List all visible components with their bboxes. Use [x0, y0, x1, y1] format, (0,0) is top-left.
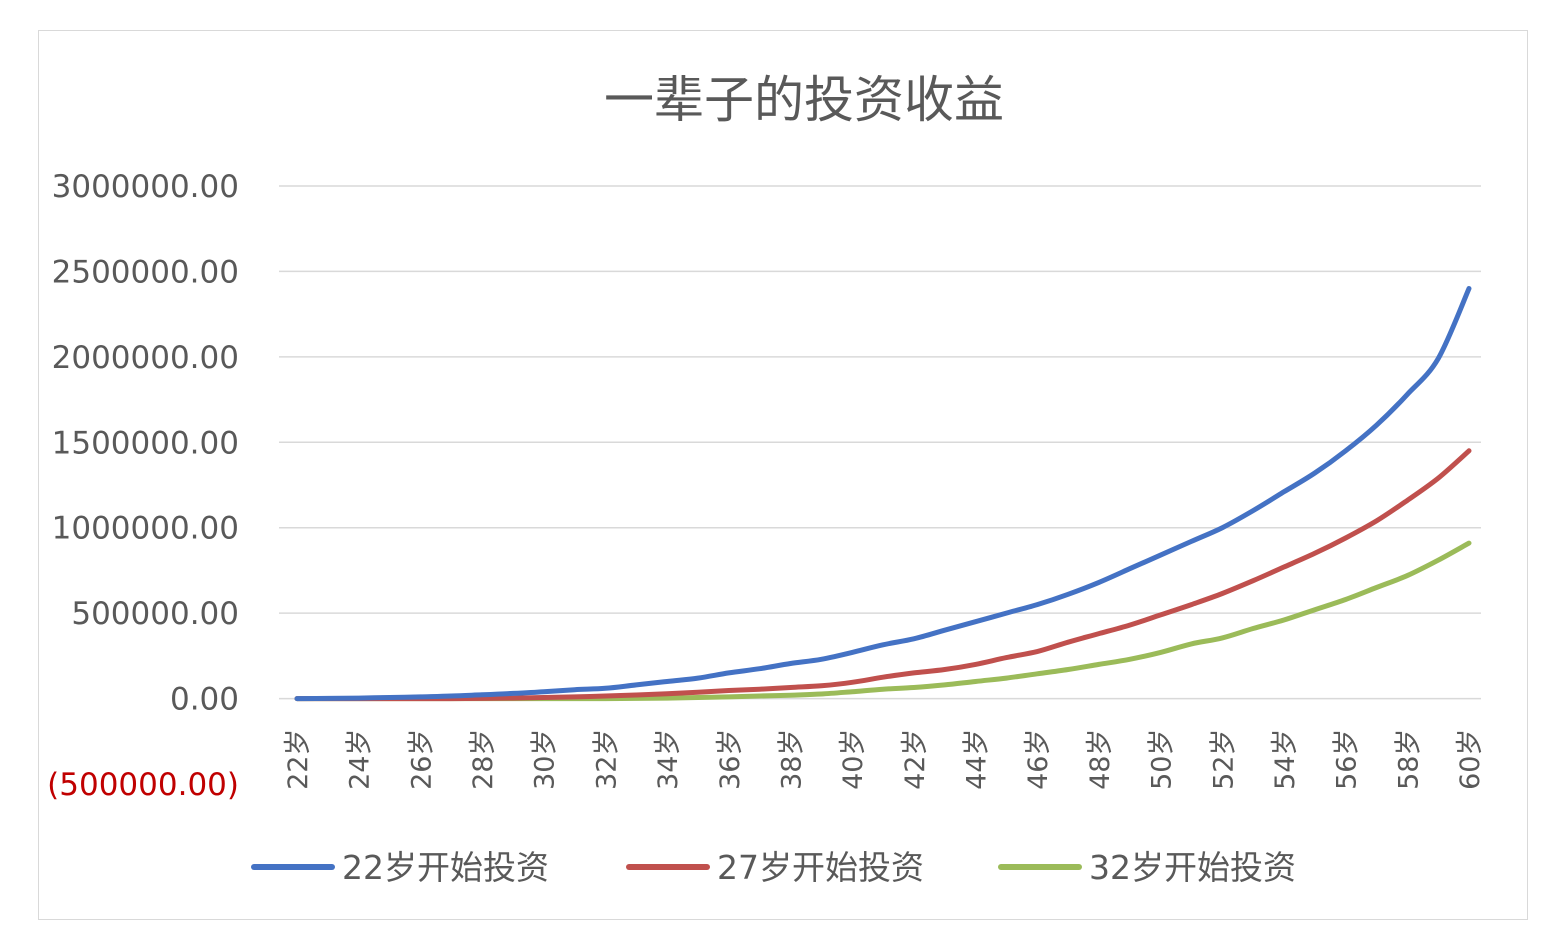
y-tick-label: (500000.00) [47, 767, 239, 803]
x-tick-label: 30岁 [530, 729, 561, 790]
series-line-22 [294, 286, 1472, 702]
series-layer [294, 286, 1472, 702]
y-tick-label: 3000000.00 [52, 169, 239, 205]
chart-svg: 一辈子的投资收益 3000000.00 2500000.00 2000000.00 1… [47, 71, 1486, 887]
legend: 22岁开始投资 27岁开始投资 32岁开始投资 [251, 848, 1296, 887]
x-tick-label: 32岁 [591, 729, 622, 790]
y-tick-label: 2000000.00 [52, 340, 239, 376]
x-tick-label: 42岁 [900, 729, 931, 790]
y-tick-label: 1500000.00 [52, 425, 239, 461]
chart-frame: 一辈子的投资收益 3000000.00 2500000.00 2000000.00 1… [38, 30, 1528, 920]
y-tick-label: 0.00 [170, 682, 239, 718]
x-tick-label: 50岁 [1147, 729, 1178, 790]
legend-label: 32岁开始投资 [1089, 848, 1296, 887]
y-axis: 3000000.00 2500000.00 2000000.00 1500000.00… [47, 169, 239, 803]
gridlines [279, 185, 1481, 700]
x-tick-label: 24岁 [345, 729, 376, 790]
x-tick-label: 28岁 [468, 729, 499, 790]
legend-item: 22岁开始投资 [251, 848, 549, 887]
chart-title: 一辈子的投资收益 [604, 71, 1004, 129]
y-tick-label: 500000.00 [71, 596, 239, 632]
legend-item: 27岁开始投资 [626, 848, 924, 887]
x-axis: 22岁 24岁 26岁 28岁 30岁 32岁 34岁 36岁 38岁 40岁 42岁 44岁 46岁 4… [283, 729, 1486, 790]
x-tick-label: 22岁 [283, 729, 314, 790]
y-tick-label: 2500000.00 [52, 254, 239, 290]
x-tick-label: 26岁 [406, 729, 437, 790]
x-tick-label: 34岁 [653, 729, 684, 790]
x-tick-label: 40岁 [838, 729, 869, 790]
x-tick-label: 48岁 [1085, 729, 1116, 790]
x-tick-label: 46岁 [1023, 729, 1054, 790]
x-tick-label: 58岁 [1393, 729, 1424, 790]
series-line-27 [294, 448, 1472, 702]
x-tick-label: 54岁 [1270, 729, 1301, 790]
y-tick-label: 1000000.00 [52, 511, 239, 547]
x-tick-label: 52岁 [1208, 729, 1239, 790]
x-tick-label: 56岁 [1332, 729, 1363, 790]
legend-label: 27岁开始投资 [717, 848, 924, 887]
x-tick-label: 36岁 [715, 729, 746, 790]
x-tick-label: 60岁 [1455, 729, 1486, 790]
legend-item: 32岁开始投资 [998, 848, 1296, 887]
x-tick-label: 44岁 [962, 729, 993, 790]
legend-label: 22岁开始投资 [342, 848, 549, 887]
x-tick-label: 38岁 [776, 729, 807, 790]
